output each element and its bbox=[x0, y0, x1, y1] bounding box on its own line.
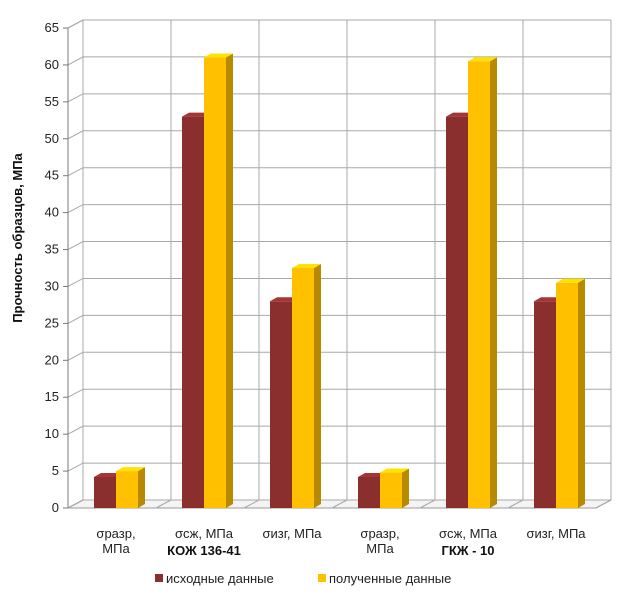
gridline-horizontal bbox=[67, 93, 611, 103]
bar-obtained bbox=[468, 57, 497, 508]
x-category-label: МПа bbox=[102, 541, 130, 556]
floor-divider bbox=[507, 499, 524, 509]
bar-front bbox=[270, 301, 292, 508]
bar-front bbox=[94, 476, 116, 508]
bar-obtained bbox=[380, 468, 409, 508]
back-wall bbox=[68, 20, 611, 28]
floor-divider bbox=[243, 499, 260, 509]
y-tick-label: 40 bbox=[45, 205, 59, 220]
y-tick-label: 0 bbox=[52, 500, 59, 515]
y-tick-label: 45 bbox=[45, 168, 59, 183]
bar-obtained bbox=[116, 467, 145, 508]
floor-divider bbox=[419, 499, 436, 509]
x-category-label: σсж, МПа bbox=[439, 526, 498, 541]
x-category-label: σсж, МПа bbox=[175, 526, 234, 541]
gridline-horizontal bbox=[67, 425, 611, 435]
bar-top bbox=[94, 472, 123, 477]
gridline-horizontal bbox=[67, 314, 611, 324]
floor-divider bbox=[595, 499, 612, 509]
bar-obtained bbox=[204, 53, 233, 509]
y-axis-title: Прочность образцов, МПа bbox=[10, 152, 25, 322]
axis-layer: 0 5 10 15 20 25 30 35 40 45 50 55 60 65 Прочность обра… bbox=[10, 19, 84, 515]
bar-top bbox=[534, 297, 563, 302]
bar-front bbox=[204, 57, 226, 509]
bar-side bbox=[138, 467, 145, 508]
gridline-horizontal bbox=[67, 462, 611, 472]
bar-top bbox=[446, 112, 475, 117]
group-label: ГКЖ - 10 bbox=[441, 543, 494, 558]
bar-front bbox=[556, 282, 578, 508]
bar-side bbox=[226, 53, 233, 509]
bar-front bbox=[116, 471, 138, 508]
bar-front bbox=[358, 476, 380, 508]
bar-front bbox=[292, 268, 314, 508]
bar-front bbox=[446, 116, 468, 508]
gridline-horizontal bbox=[67, 241, 611, 250]
legend-label: исходные данные bbox=[166, 571, 274, 586]
gridline-horizontal bbox=[67, 56, 611, 66]
bar-top bbox=[556, 278, 585, 283]
gridline-horizontal bbox=[67, 388, 611, 398]
legend-swatch bbox=[155, 574, 163, 582]
y-tick-label: 30 bbox=[45, 278, 59, 293]
y-axis-depth-line bbox=[67, 19, 84, 29]
bar-obtained bbox=[556, 278, 585, 508]
gridline-horizontal bbox=[67, 167, 611, 177]
x-category-label: σизг, МПа bbox=[262, 526, 322, 541]
y-tick-label: 35 bbox=[45, 242, 59, 257]
bar-top bbox=[358, 472, 387, 477]
y-tick-label: 50 bbox=[45, 131, 59, 146]
y-tick-label: 25 bbox=[45, 315, 59, 330]
bar-top bbox=[182, 112, 211, 117]
x-category-label: σизг, МПа bbox=[526, 526, 586, 541]
bar-front bbox=[380, 472, 402, 508]
y-tick-label: 60 bbox=[45, 57, 59, 72]
y-tick-label: 10 bbox=[45, 426, 59, 441]
floor-divider bbox=[155, 499, 172, 509]
bar-top bbox=[116, 467, 145, 472]
bar-side bbox=[578, 278, 585, 508]
y-tick-label: 20 bbox=[45, 352, 59, 367]
bar-top bbox=[468, 57, 497, 62]
gridline-horizontal bbox=[67, 351, 611, 361]
floor-divider bbox=[331, 499, 348, 509]
y-tick-label: 55 bbox=[45, 94, 59, 109]
x-category-label: МПа bbox=[366, 541, 394, 556]
y-tick-label: 5 bbox=[52, 463, 59, 478]
gridline-horizontal bbox=[67, 130, 611, 140]
bar-layer bbox=[94, 53, 585, 509]
bar-top bbox=[270, 297, 299, 302]
legend: исходные данные полученные данные bbox=[155, 571, 451, 586]
bar-obtained bbox=[292, 264, 321, 508]
bar-front bbox=[534, 301, 556, 508]
x-category-label: σразр, bbox=[360, 526, 399, 541]
grid-layer bbox=[67, 19, 612, 509]
y-tick-label: 65 bbox=[45, 20, 59, 35]
bar-side bbox=[314, 264, 321, 508]
group-label: КОЖ 136-41 bbox=[167, 543, 241, 558]
bar-side bbox=[490, 57, 497, 508]
gridline-horizontal bbox=[67, 19, 611, 29]
floor-divider bbox=[67, 499, 84, 509]
bar-front bbox=[182, 116, 204, 508]
gridline-horizontal bbox=[67, 204, 611, 214]
bar-top bbox=[204, 53, 233, 58]
bar-top bbox=[292, 264, 321, 268]
bar-front bbox=[468, 61, 490, 508]
y-tick-label: 15 bbox=[45, 389, 59, 404]
legend-swatch bbox=[318, 574, 326, 582]
x-category-label: σразр, bbox=[96, 526, 135, 541]
bar-side bbox=[402, 468, 409, 508]
gridline-horizontal bbox=[67, 277, 611, 287]
legend-label: полученные данные bbox=[329, 571, 451, 586]
bar-top bbox=[380, 468, 409, 473]
